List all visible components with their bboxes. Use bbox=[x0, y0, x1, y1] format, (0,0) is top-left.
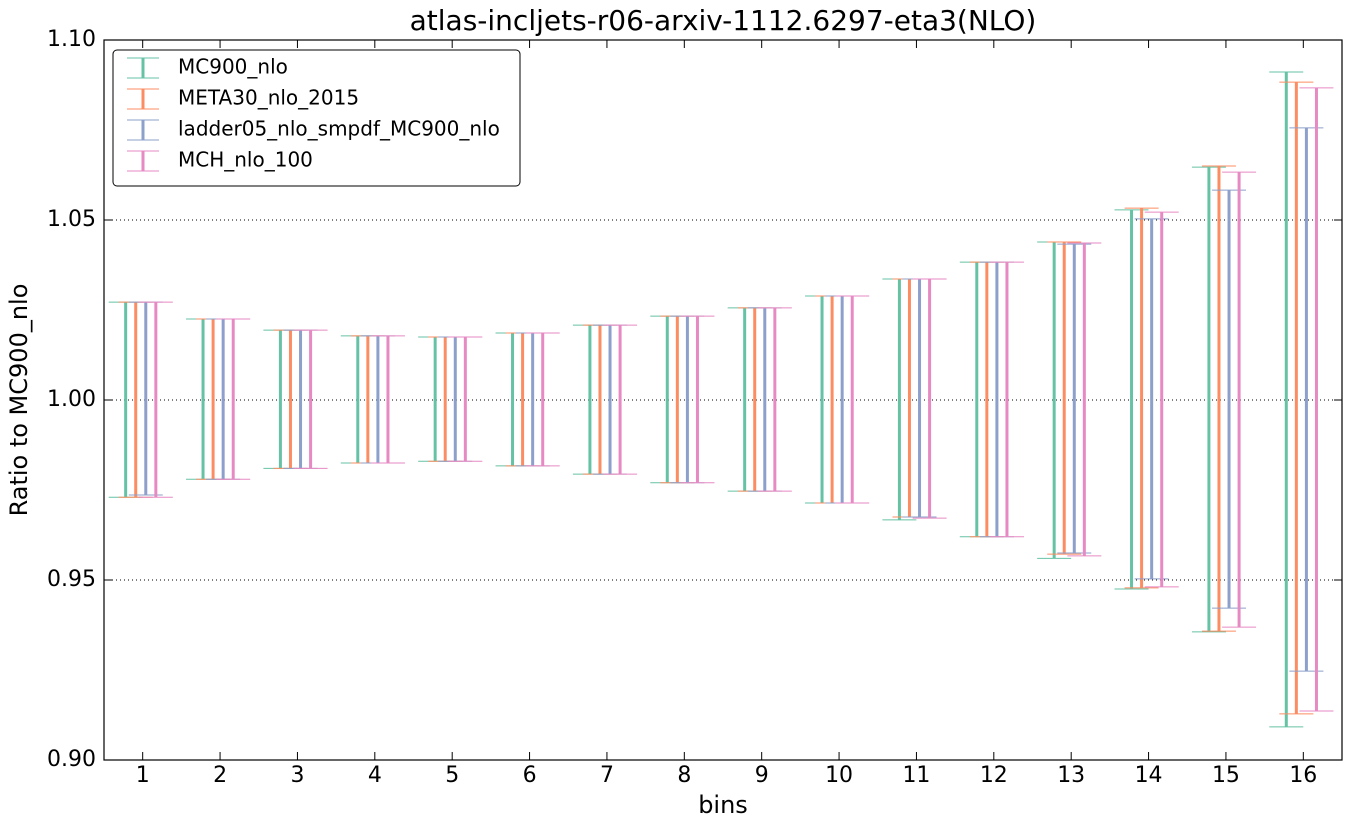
x-tick-label: 13 bbox=[1057, 763, 1085, 788]
chart-title: atlas-incljets-r06-arxiv-1112.6297-eta3(… bbox=[410, 4, 1037, 37]
legend: MC900_nlo META30_nlo_2015 ladder05_nlo_smp… bbox=[112, 49, 521, 187]
legend-box bbox=[112, 49, 521, 187]
legend-label: MC900_nlo bbox=[178, 55, 288, 79]
x-tick-label: 14 bbox=[1135, 763, 1163, 788]
y-tick-label: 1.00 bbox=[47, 387, 96, 412]
x-tick-label: 2 bbox=[213, 763, 227, 788]
y-axis-label: Ratio to MC900_nlo bbox=[5, 284, 33, 517]
x-tick-label: 8 bbox=[677, 763, 691, 788]
y-tick-label: 1.05 bbox=[47, 207, 96, 232]
x-tick-label: 15 bbox=[1212, 763, 1240, 788]
x-tick-label: 7 bbox=[600, 763, 614, 788]
legend-label: MCH_nlo_100 bbox=[178, 148, 313, 172]
x-tick-label: 6 bbox=[523, 763, 537, 788]
x-tick-label: 3 bbox=[290, 763, 304, 788]
y-tick-label: 0.95 bbox=[47, 567, 96, 592]
x-tick-label: 11 bbox=[902, 763, 930, 788]
y-tick-label: 1.10 bbox=[47, 27, 96, 52]
x-tick-label: 16 bbox=[1289, 763, 1317, 788]
x-tick-label: 5 bbox=[445, 763, 459, 788]
legend-label: META30_nlo_2015 bbox=[178, 86, 359, 110]
plot-frame bbox=[103, 39, 1343, 761]
x-tick-label: 10 bbox=[825, 763, 853, 788]
x-tick-label: 4 bbox=[368, 763, 382, 788]
x-tick-label: 9 bbox=[755, 763, 769, 788]
y-tick-label: 0.90 bbox=[47, 747, 96, 772]
x-tick-label: 12 bbox=[980, 763, 1008, 788]
x-tick-label: 1 bbox=[136, 763, 150, 788]
x-axis-label: bins bbox=[698, 791, 748, 819]
legend-label: ladder05_nlo_smpdf_MC900_nlo bbox=[178, 117, 500, 141]
